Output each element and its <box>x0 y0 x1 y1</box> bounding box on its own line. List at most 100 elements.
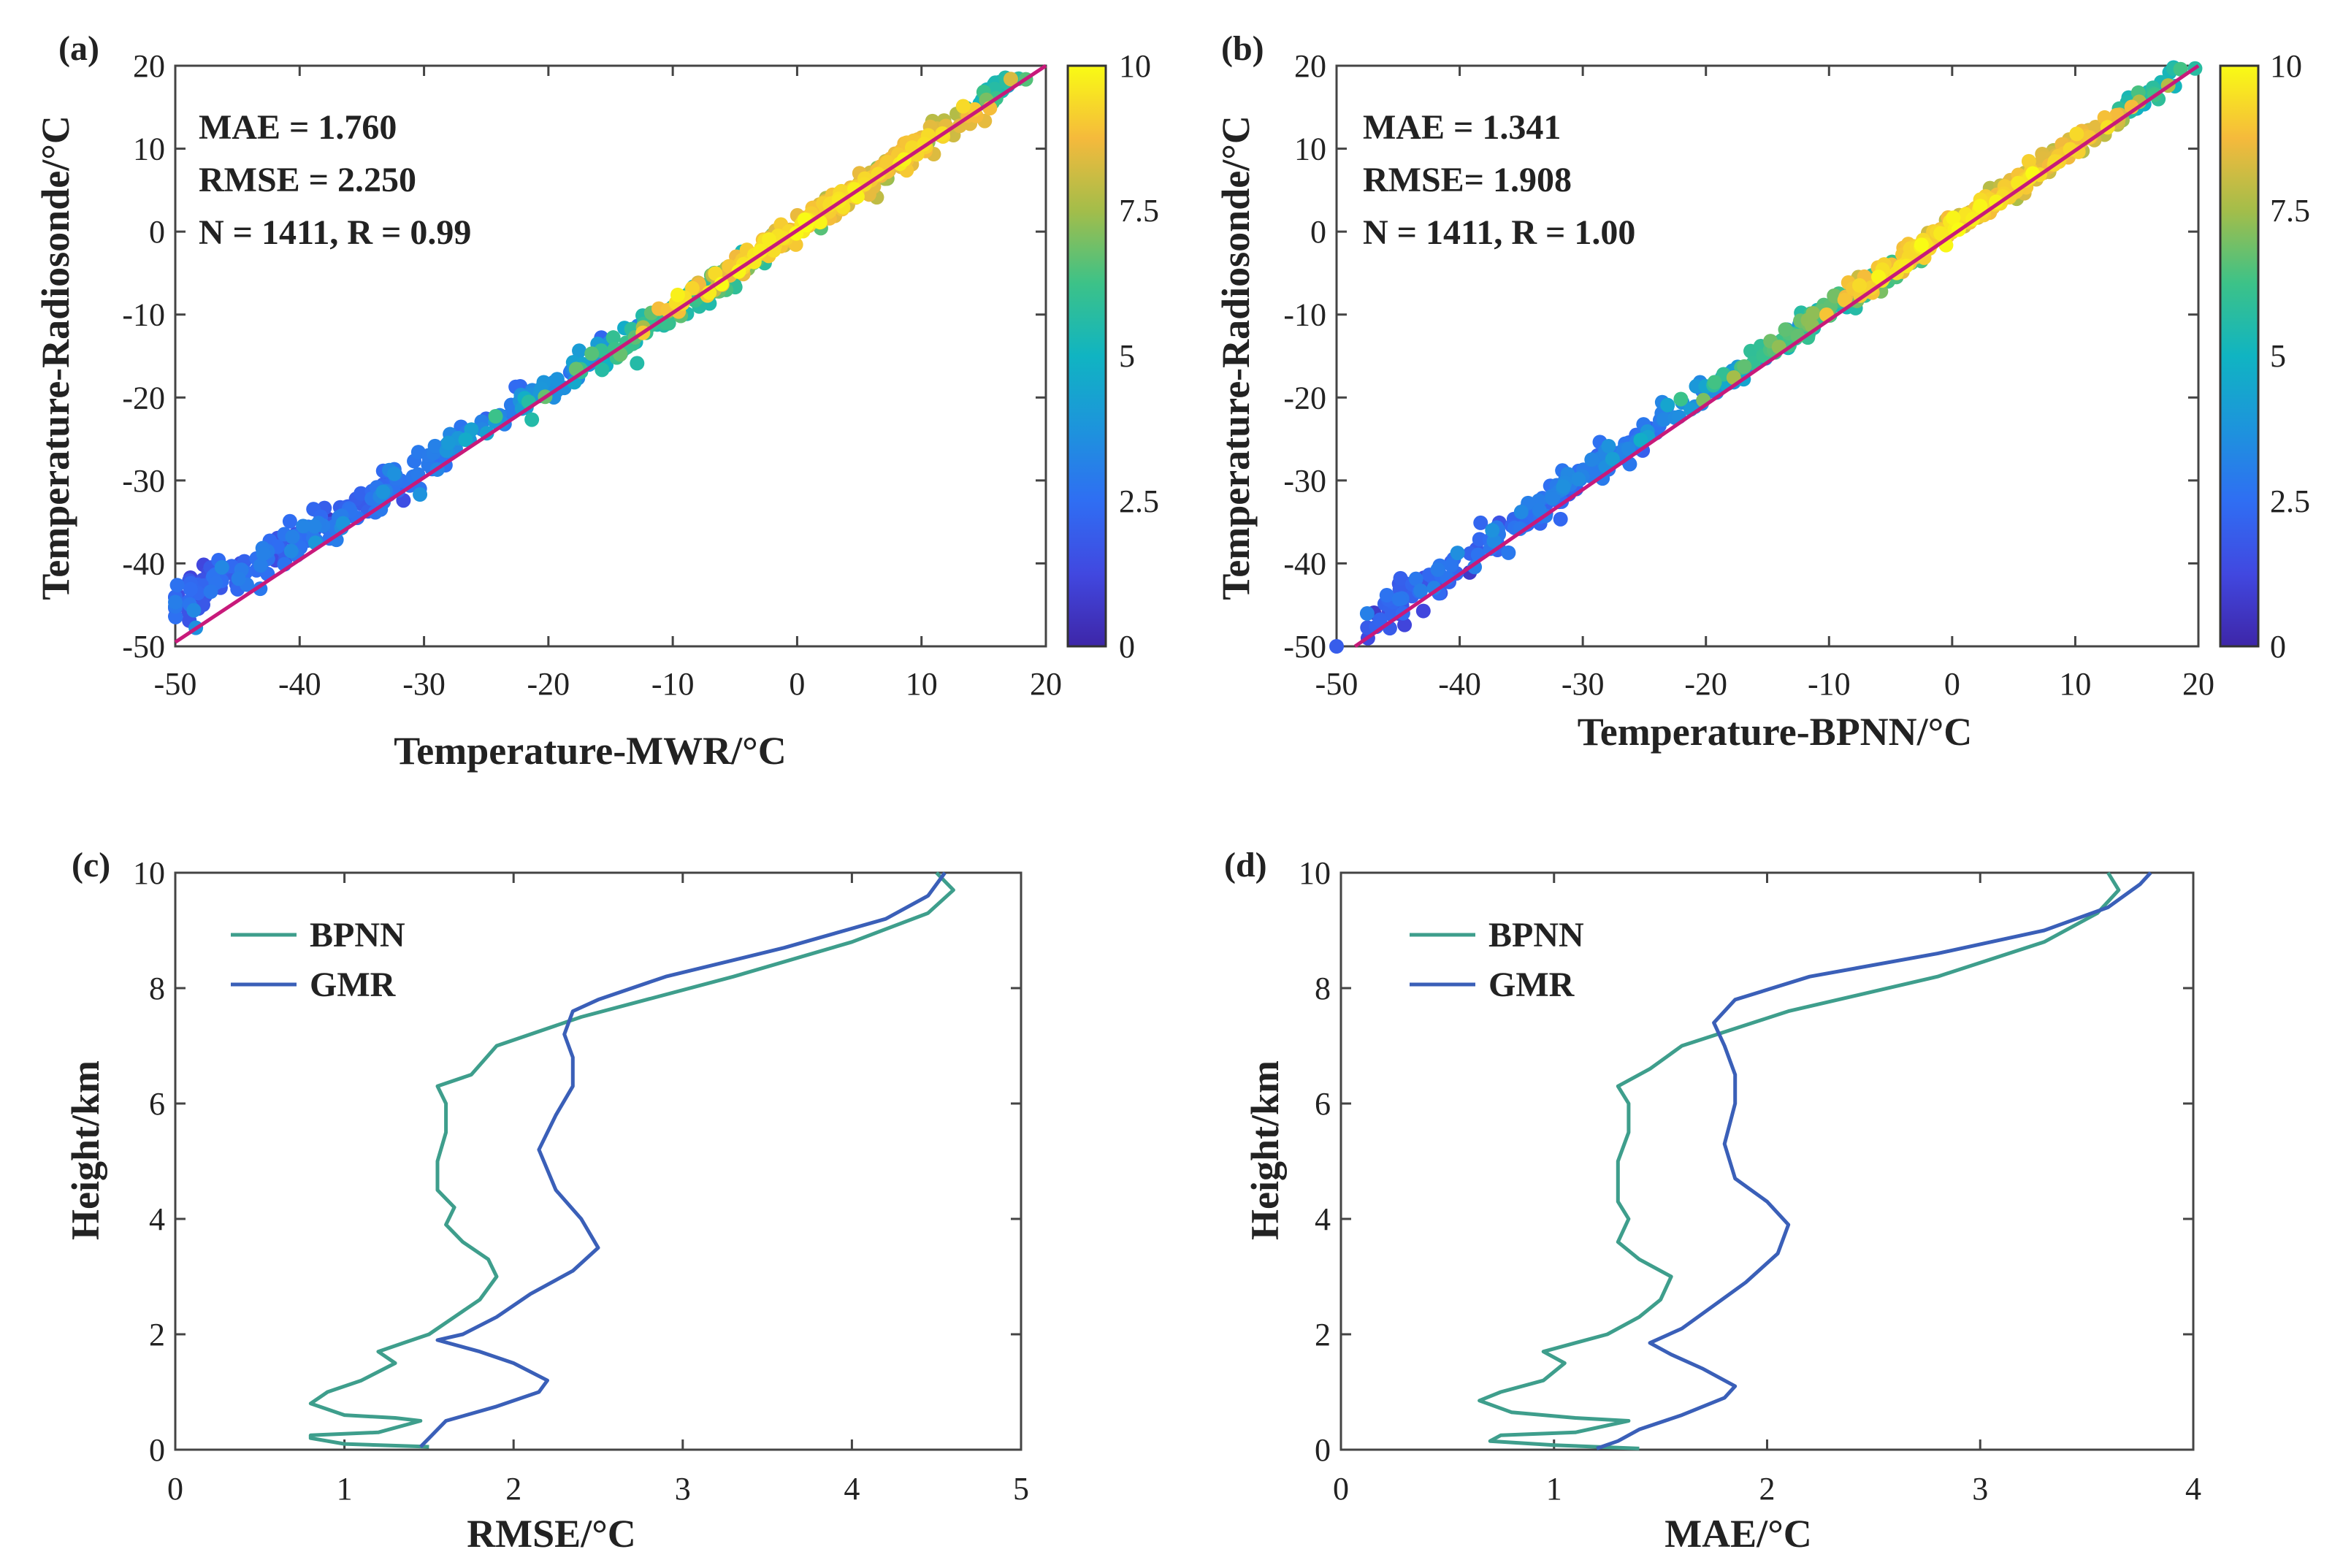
colorbar-b-tick-4: 10 <box>2270 48 2302 84</box>
scatter-point-1-123 <box>1408 571 1423 586</box>
stat-mae-a: MAE = 1.760 <box>199 108 397 147</box>
x-tick-label-1-2: -30 <box>1562 666 1605 702</box>
scatter-point-1-30 <box>1329 639 1344 654</box>
scatter-point-1-569 <box>1837 292 1852 307</box>
axes-frame-1 <box>1335 64 2200 648</box>
scatter-point-0-663 <box>708 266 723 281</box>
colorbar-a-tick-0: 0 <box>1119 629 1135 665</box>
scatter-point-0-667 <box>955 99 971 114</box>
x-tick-label-2-4: 4 <box>844 1471 860 1507</box>
scatter-point-1-2 <box>1397 617 1413 632</box>
scatter-point-0-141 <box>203 584 218 600</box>
y-tick-label-0-4: -10 <box>122 297 165 333</box>
fit-line-0 <box>174 64 1047 644</box>
colorbar-a-tick-2: 5 <box>1119 338 1135 374</box>
y-tick-label-1-4: -10 <box>1283 297 1326 333</box>
x-tick-label-1-6: 10 <box>2059 666 2091 702</box>
scatter-point-0-298 <box>595 362 610 378</box>
legend-c-label-gmr: GMR <box>310 965 397 1004</box>
scatter-point-1-149 <box>1413 583 1429 598</box>
x-tick-label-1-4: -10 <box>1808 666 1851 702</box>
scatter-point-1-56 <box>1372 612 1388 627</box>
scatter-point-0-331 <box>605 330 621 345</box>
colorbar-gradient-a <box>1066 64 1107 648</box>
y-tick-label-3-2: 4 <box>1315 1201 1331 1237</box>
stat-n-r-a: N = 1411, R = 0.99 <box>199 213 471 252</box>
x-tick-label-1-7: 20 <box>2182 666 2214 702</box>
scatter-point-1-678 <box>1946 210 1961 226</box>
legend-d-label-bpnn: BPNN <box>1488 916 1584 955</box>
scatter-point-1-117 <box>1444 557 1459 573</box>
x-tick-label-2-3: 3 <box>675 1471 691 1507</box>
y-tick-label-2-0: 0 <box>149 1432 165 1468</box>
scatter-point-1-105 <box>1379 588 1394 603</box>
legend-d: BPNN GMR <box>1410 916 1584 1004</box>
scatter-point-1-194 <box>1556 479 1571 494</box>
colorbar-b-tick-1: 2.5 <box>2270 483 2310 519</box>
scatter-point-0-245 <box>572 343 587 359</box>
legend-c: BPNN GMR <box>231 916 405 1004</box>
y-tick-label-1-1: -40 <box>1283 546 1326 581</box>
scatter-point-0-112 <box>169 578 185 593</box>
scatter-point-1-196 <box>1601 438 1616 454</box>
scatter-point-1-680 <box>1871 269 1887 285</box>
x-tick-label-3-2: 2 <box>1759 1471 1776 1507</box>
scatter-point-1-292 <box>1673 391 1689 407</box>
y-tick-label-0-1: -40 <box>122 546 165 581</box>
y-axis-label-b: Temperature-Radiosonde/°C <box>1214 115 1258 600</box>
x-tick-label-0-7: 20 <box>1030 666 1062 702</box>
scatter-point-1-229 <box>1633 432 1648 448</box>
scatter-point-1-159 <box>1545 491 1560 506</box>
scatter-point-1-647 <box>2069 126 2084 142</box>
colorbar-b-tick-2: 5 <box>2270 338 2286 374</box>
scatter-point-0-221 <box>386 466 402 481</box>
scatter-point-0-94 <box>282 513 297 529</box>
x-axis-label-c: RMSE/°C <box>467 1512 636 1556</box>
y-tick-label-0-7: 20 <box>133 48 165 84</box>
y-tick-label-2-1: 2 <box>149 1317 165 1353</box>
x-tick-label-1-5: 0 <box>1944 666 1960 702</box>
y-tick-label-2-4: 8 <box>149 971 165 1006</box>
scatter-point-0-200 <box>283 543 299 559</box>
panel-label-d: (d) <box>1224 846 1267 884</box>
scatter-point-0-454 <box>1003 72 1018 87</box>
panel-label-b: (b) <box>1221 29 1264 68</box>
axes-frame-2 <box>174 871 1023 1451</box>
colorbar-a: 0 2.5 5 7.5 10 <box>1066 48 1159 665</box>
scatter-point-1-672 <box>1933 226 1949 241</box>
scatter-point-1-172 <box>1621 441 1636 456</box>
scatter-point-1-169 <box>1656 412 1672 427</box>
scatter-point-1-4 <box>1415 603 1431 619</box>
axes-frame-3 <box>1339 871 2195 1451</box>
plot-area-a: -50 -40 -30 -20 -10 0 10 20 -50 -40 -30 -20 -10 0 10 20 <box>122 48 1062 702</box>
stat-rmse-b: RMSE= 1.908 <box>1363 161 1572 199</box>
x-tick-label-3-0: 0 <box>1333 1471 1349 1507</box>
scatter-point-1-63 <box>1553 511 1568 527</box>
scatter-point-1-338 <box>1737 359 1752 374</box>
scatter-point-1-616 <box>2021 153 2036 169</box>
panel-label-a: (a) <box>58 29 99 68</box>
scatter-point-0-196 <box>214 559 229 575</box>
y-tick-label-2-5: 10 <box>133 855 165 891</box>
colorbar-a-tick-1: 2.5 <box>1119 483 1159 519</box>
y-axis-label-c: Height/km <box>64 1060 107 1240</box>
scatter-point-0-701 <box>670 287 685 302</box>
scatter-point-1-177 <box>1486 533 1502 548</box>
colorbar-b: 0 2.5 5 7.5 10 <box>2219 48 2310 665</box>
x-tick-label-3-3: 3 <box>1972 1471 1988 1507</box>
scatter-point-0-353 <box>488 409 503 424</box>
y-axis-label-a: Temperature-Radiosonde/°C <box>34 115 77 600</box>
stat-rmse-a: RMSE = 2.250 <box>199 161 416 199</box>
scatter-point-1-311 <box>1707 375 1722 390</box>
scatter-point-1-215 <box>1605 451 1620 467</box>
panel-c: (c) 0 1 2 3 4 5 0 2 4 6 8 10 RMSE/°C Height/km BPNN… <box>64 846 1029 1556</box>
scatter-point-1-152 <box>1532 502 1547 518</box>
x-tick-label-0-0: -50 <box>154 666 197 702</box>
y-tick-label-3-1: 2 <box>1315 1317 1331 1353</box>
y-tick-label-3-3: 6 <box>1315 1086 1331 1122</box>
x-tick-label-1-1: -40 <box>1438 666 1481 702</box>
scatter-point-0-92 <box>183 581 198 597</box>
scatter-point-1-365 <box>1805 306 1821 321</box>
scatter-point-0-169 <box>253 558 268 573</box>
x-tick-label-0-6: 10 <box>906 666 938 702</box>
